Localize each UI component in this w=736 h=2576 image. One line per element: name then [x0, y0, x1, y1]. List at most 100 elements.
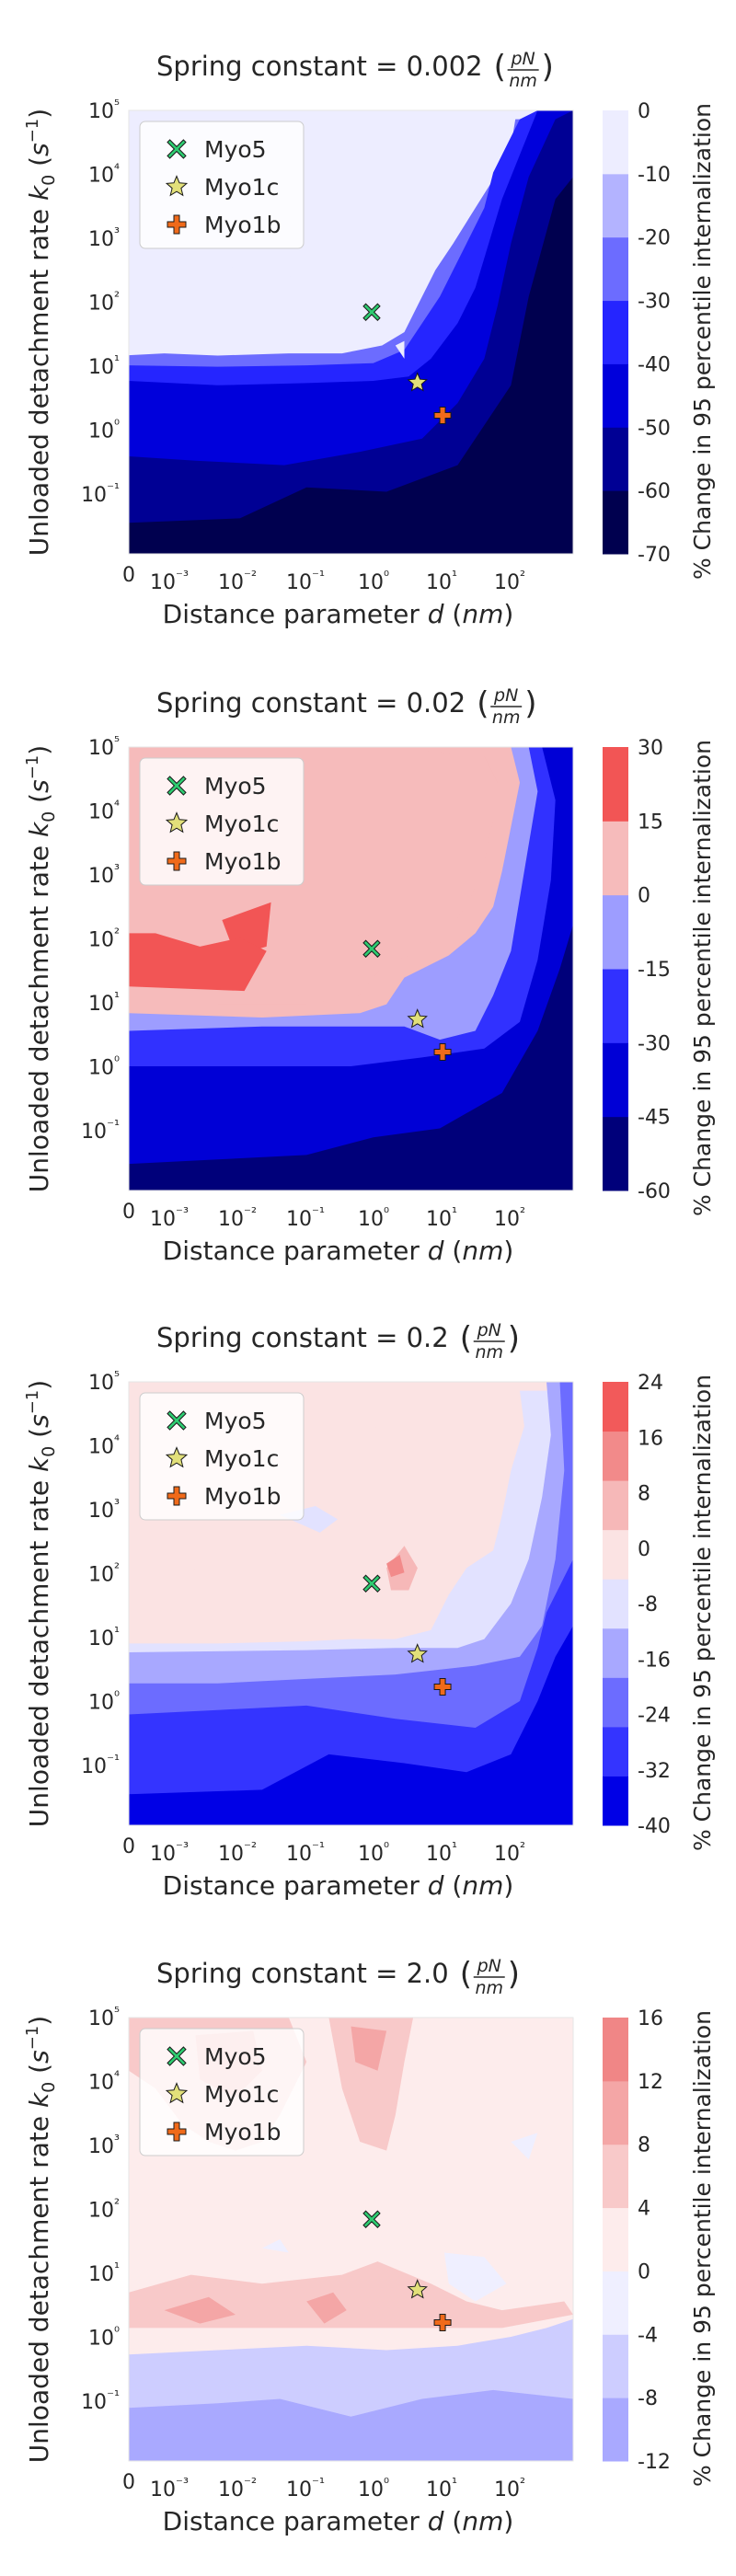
- x-marker-icon: [167, 139, 187, 159]
- x-tick-label: 0: [122, 1835, 135, 1858]
- colorbar-segment: [603, 1677, 628, 1728]
- legend: Myo5 Myo1c Myo1b: [139, 757, 305, 886]
- legend-label: Myo1c: [204, 2081, 279, 2108]
- x-tick-label: 10¹: [426, 1839, 457, 1866]
- legend-label: Myo5: [204, 1408, 267, 1434]
- colorbar-segment: [603, 1579, 628, 1629]
- contour-band: [129, 1536, 281, 1639]
- colorbar-segment: [603, 490, 628, 555]
- x-axis-ticks: 0 10⁻³ 10⁻² 10⁻¹ 10⁰ 10¹ 10²: [122, 1201, 525, 1231]
- legend-item: Myo1b: [167, 1483, 281, 1510]
- x-tick-label: 10⁻²: [218, 1204, 257, 1231]
- x-tick-label: 10⁻³: [150, 1204, 189, 1231]
- y-tick-label: 10⁵: [88, 2004, 120, 2030]
- colorbar-segment: [603, 1480, 628, 1531]
- y-tick-label: 10⁴: [88, 161, 120, 188]
- colorbar-label: % Change in 95 percentile internalizatio…: [689, 740, 716, 1216]
- colorbar-segment: [603, 2018, 628, 2082]
- y-axis-label: Unloaded detachment rate k0 (s−1): [23, 745, 59, 1192]
- colorbar-segment: [603, 110, 628, 175]
- colorbar-tick-label: 24: [638, 1372, 663, 1395]
- plus-marker-icon: [167, 1486, 187, 1506]
- data-point-myo1c: [407, 1643, 428, 1663]
- colorbar-tick-label: 0: [638, 885, 650, 908]
- legend-label: Myo5: [204, 136, 267, 163]
- colorbar-segment: [603, 894, 628, 970]
- y-axis-ticks: 10⁻¹ 10⁰ 10¹ 10² 10³ 10⁴ 10⁵: [81, 733, 120, 1144]
- legend-label: Myo1b: [204, 1483, 281, 1510]
- colorbar-tick-label: 15: [638, 811, 663, 834]
- colorbar-segment: [603, 300, 628, 364]
- x-tick-label: 10⁻³: [150, 568, 189, 594]
- y-tick-label: 10³: [88, 224, 120, 251]
- x-axis-ticks: 0 10⁻³ 10⁻² 10⁻¹ 10⁰ 10¹ 10²: [122, 564, 525, 594]
- contour-band: [351, 1404, 378, 1435]
- contour-band: [306, 2292, 347, 2324]
- unit-numerator: pN: [477, 1956, 501, 1976]
- colorbar-tick-label: -70: [638, 544, 671, 567]
- colorbar-segment: [603, 1529, 628, 1580]
- y-axis-ticks: 10⁻¹ 10⁰ 10¹ 10² 10³ 10⁴ 10⁵: [81, 97, 120, 507]
- plus-marker-icon: [167, 2122, 187, 2142]
- colorbar-segment: [603, 173, 628, 238]
- y-tick-label: 10¹: [88, 2260, 120, 2286]
- colorbar-tick-label: 0: [638, 2260, 650, 2283]
- legend-item: Myo1c: [165, 811, 279, 837]
- unit-denominator: nm: [475, 1978, 503, 1998]
- colorbar-segment: [603, 1116, 628, 1191]
- colorbar-segment: [603, 821, 628, 896]
- colorbar-label: % Change in 95 percentile internalizatio…: [689, 2010, 716, 2487]
- data-point-myo1b: [433, 1042, 452, 1061]
- colorbar-segment: [603, 969, 628, 1043]
- legend-label: Myo1b: [204, 2119, 281, 2145]
- unit-numerator: pN: [477, 1320, 501, 1340]
- axes-frame: [128, 2017, 574, 2462]
- y-tick-label: 10²: [88, 926, 120, 952]
- colorbar-tick-label: 8: [638, 2134, 650, 2157]
- contour-band: [129, 110, 573, 554]
- contour-band: [129, 1558, 573, 1825]
- y-axis-label: Unloaded detachment rate k0 (s−1): [23, 2016, 59, 2463]
- x-tick-label: 10⁻²: [218, 1839, 257, 1866]
- colorbar-tick-label: 16: [638, 1427, 663, 1450]
- x-tick-label: 10⁻¹: [286, 2475, 325, 2501]
- legend-label: Myo5: [204, 2043, 267, 2070]
- colorbar-tick-label: 4: [638, 2198, 650, 2221]
- legend-item: Myo1c: [165, 174, 279, 201]
- x-tick-label: 10²: [494, 2475, 525, 2501]
- contour-band: [129, 1626, 573, 1825]
- colorbar: -40 -32 -24 -16 -8 0 8 16 24 % Change in 95 perce…: [603, 1372, 716, 1851]
- y-tick-label: 10⁴: [88, 2068, 120, 2095]
- x-tick-label: 10⁻¹: [286, 1839, 325, 1866]
- legend-item: Myo1b: [167, 212, 281, 238]
- colorbar-label: % Change in 95 percentile internalizatio…: [689, 103, 716, 580]
- x-marker-icon: [167, 1410, 187, 1431]
- axes-frame: [128, 109, 574, 555]
- data-point-myo1c: [407, 372, 428, 392]
- data-point-myo5: [362, 1574, 381, 1593]
- colorbar-segment: [603, 2334, 628, 2398]
- unit-denominator: nm: [492, 707, 521, 728]
- y-tick-label: 10³: [88, 1496, 120, 1523]
- chart-title-text: Spring constant = 0.2: [156, 1322, 449, 1353]
- legend: Myo5 Myo1c Myo1b: [139, 1392, 305, 1521]
- legend-label: Myo1b: [204, 848, 281, 875]
- data-point-myo1b: [433, 1677, 452, 1696]
- contour-band: [129, 2261, 573, 2329]
- legend-label: Myo1c: [204, 1445, 279, 1472]
- contour-band: [426, 221, 436, 244]
- legend-label: Myo1c: [204, 811, 279, 837]
- contour-band: [351, 2026, 387, 2071]
- colorbar-tick-label: -45: [638, 1107, 671, 1130]
- plus-marker-icon: [167, 851, 187, 871]
- legend: Myo5 Myo1c Myo1b: [139, 121, 305, 249]
- colorbar-tick-label: -30: [638, 291, 671, 314]
- unit-denominator: nm: [475, 1342, 503, 1363]
- y-tick-label: 10⁻¹: [81, 480, 120, 507]
- contour-plot-area: [129, 1382, 573, 1825]
- colorbar-tick-label: -4: [638, 2324, 658, 2347]
- colorbar: -60 -45 -30 -15 0 15 30 % Change in 95 percenti…: [603, 737, 716, 1216]
- x-tick-label: 10²: [494, 1839, 525, 1866]
- colorbar-tick-label: 0: [638, 100, 650, 123]
